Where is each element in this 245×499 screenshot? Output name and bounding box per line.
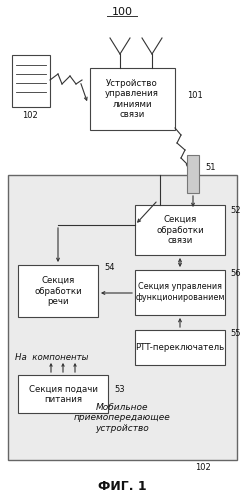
Text: 102: 102 <box>22 110 38 119</box>
Bar <box>135 270 225 315</box>
Text: 102: 102 <box>195 464 211 473</box>
Bar <box>12 55 50 107</box>
Text: ФИГ. 1: ФИГ. 1 <box>98 480 146 493</box>
Bar <box>8 175 237 460</box>
Text: На  компоненты: На компоненты <box>15 352 89 361</box>
Text: Секция
обработки
связи: Секция обработки связи <box>156 215 204 245</box>
Bar <box>135 205 225 255</box>
Bar <box>135 330 225 365</box>
Bar <box>187 155 199 193</box>
Text: Секция управления
функционированием: Секция управления функционированием <box>135 282 225 302</box>
Text: 51: 51 <box>205 163 216 172</box>
Text: 100: 100 <box>111 7 133 17</box>
Bar <box>18 265 98 317</box>
Text: Мобильное
приемопередающее
устройство: Мобильное приемопередающее устройство <box>74 403 170 433</box>
Text: 101: 101 <box>187 90 203 99</box>
Bar <box>18 375 108 413</box>
Text: 56: 56 <box>230 268 241 277</box>
Text: 53: 53 <box>114 386 125 395</box>
Text: 52: 52 <box>230 206 241 215</box>
Text: Секция подачи
питания: Секция подачи питания <box>28 384 98 404</box>
Text: Секция
обработки
речи: Секция обработки речи <box>34 276 82 306</box>
Text: 54: 54 <box>104 262 114 271</box>
Text: PTT-переключатель: PTT-переключатель <box>135 342 225 351</box>
Text: Устройство
управления
линиями
связи: Устройство управления линиями связи <box>105 79 159 119</box>
Bar <box>90 68 175 130</box>
Text: 55: 55 <box>230 329 241 338</box>
